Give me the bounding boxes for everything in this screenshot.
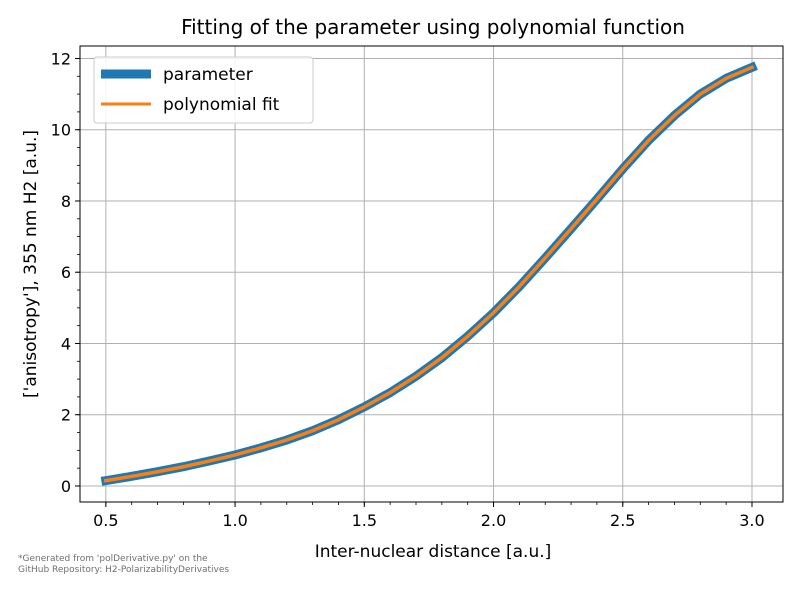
- x-axis-label: Inter-nuclear distance [a.u.]: [315, 542, 552, 562]
- y-axis-label: ['anisotropy'], 355 nm H2 [a.u.]: [21, 130, 41, 398]
- x-tick-label: 2.0: [481, 511, 506, 530]
- y-tick-label: 2: [61, 406, 71, 425]
- grid: [80, 46, 783, 502]
- chart-title: Fitting of the parameter using polynomia…: [181, 15, 685, 39]
- x-tick-label: 1.5: [352, 511, 377, 530]
- series-group: [100, 61, 758, 486]
- legend: parameter polynomial fit: [93, 56, 314, 124]
- axes: 0.5 1.0 1.5 2.0 2.5 3.0 0 2 4 6 8 10 12: [51, 45, 784, 530]
- series-line-polynomial-fit: [103, 65, 755, 483]
- x-tick-label: 0.5: [93, 511, 118, 530]
- y-tick-label: 12: [51, 49, 71, 68]
- x-tick-label: 3.0: [739, 511, 764, 530]
- legend-label-polynomial-fit: polynomial fit: [163, 95, 280, 115]
- plot-frame: [79, 45, 784, 503]
- x-tick-label: 2.5: [610, 511, 635, 530]
- y-tick-label: 0: [61, 477, 71, 496]
- y-tick-label: 4: [61, 334, 71, 353]
- x-tick-label: 1.0: [222, 511, 247, 530]
- y-tick-label: 10: [51, 121, 71, 140]
- footnote: *Generated from 'polDerivative.py' on th…: [18, 554, 230, 575]
- y-tick-label: 8: [61, 192, 71, 211]
- y-tick-label: 6: [61, 263, 71, 282]
- legend-label-parameter: parameter: [163, 65, 253, 85]
